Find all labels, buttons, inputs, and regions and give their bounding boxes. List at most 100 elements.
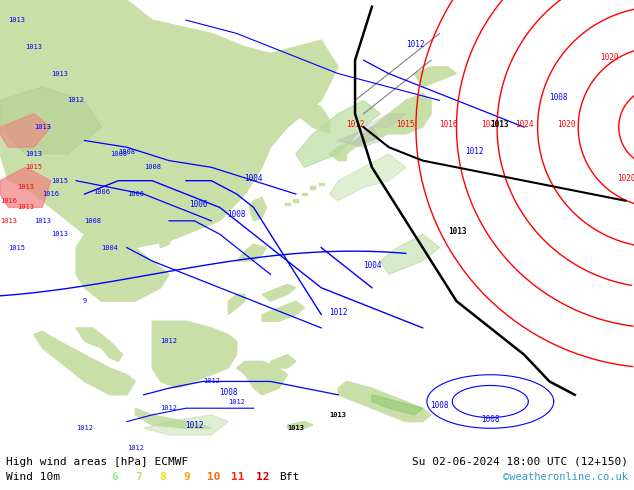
Text: 1020: 1020: [481, 120, 500, 129]
Text: 1013: 1013: [17, 184, 34, 191]
Text: 1008: 1008: [84, 218, 101, 224]
Text: 1016: 1016: [439, 120, 457, 129]
Text: Bft: Bft: [280, 472, 300, 482]
Text: 1012: 1012: [160, 338, 178, 344]
Polygon shape: [319, 183, 324, 185]
Text: 1004: 1004: [244, 173, 263, 183]
Polygon shape: [380, 234, 439, 274]
Text: 1012: 1012: [160, 405, 178, 411]
Text: 1012: 1012: [127, 445, 144, 451]
Text: 8: 8: [159, 472, 166, 482]
Text: 1013: 1013: [51, 71, 68, 76]
Polygon shape: [338, 127, 380, 147]
Text: 1013: 1013: [17, 204, 34, 210]
Text: 1008: 1008: [430, 401, 449, 410]
Polygon shape: [135, 408, 211, 428]
Text: 1008: 1008: [550, 94, 568, 102]
Polygon shape: [414, 67, 456, 87]
Text: 1013: 1013: [34, 218, 51, 224]
Text: 1012: 1012: [346, 120, 365, 129]
Text: 1004: 1004: [101, 245, 119, 250]
Text: 1012: 1012: [228, 398, 245, 405]
Polygon shape: [76, 328, 122, 361]
Text: 1013: 1013: [25, 151, 42, 157]
Polygon shape: [338, 381, 431, 421]
Text: 1008: 1008: [228, 211, 246, 220]
Text: 1013: 1013: [287, 425, 304, 431]
Text: 1013: 1013: [8, 17, 25, 23]
Text: 1008: 1008: [219, 388, 238, 397]
Text: ©weatheronline.co.uk: ©weatheronline.co.uk: [503, 472, 628, 482]
Text: 1020: 1020: [557, 120, 576, 129]
Text: 1013: 1013: [34, 124, 51, 130]
Text: 1006: 1006: [127, 191, 144, 197]
Text: 1008: 1008: [481, 415, 500, 423]
Text: 1012: 1012: [406, 40, 424, 49]
Polygon shape: [310, 186, 315, 189]
Polygon shape: [296, 100, 330, 134]
Polygon shape: [0, 167, 51, 207]
Polygon shape: [294, 199, 299, 202]
Text: 1006: 1006: [190, 200, 208, 209]
Text: 1012: 1012: [465, 147, 484, 156]
Text: Su 02-06-2024 18:00 UTC (12+150): Su 02-06-2024 18:00 UTC (12+150): [411, 457, 628, 466]
Polygon shape: [262, 284, 296, 301]
Polygon shape: [152, 321, 236, 388]
Text: High wind areas [hPa] ECMWF: High wind areas [hPa] ECMWF: [6, 457, 188, 466]
Polygon shape: [296, 100, 380, 167]
Text: 1016: 1016: [42, 191, 59, 197]
Polygon shape: [76, 234, 169, 301]
Text: 12: 12: [256, 472, 269, 482]
Text: 1024: 1024: [515, 120, 533, 129]
Polygon shape: [262, 301, 304, 321]
Text: 1013: 1013: [51, 231, 68, 237]
Text: 1012: 1012: [329, 308, 347, 317]
Polygon shape: [0, 87, 101, 154]
Text: 1013: 1013: [490, 120, 509, 129]
Polygon shape: [372, 395, 423, 415]
Text: 1008: 1008: [144, 164, 160, 171]
Text: 1016: 1016: [0, 198, 17, 204]
Text: 1013: 1013: [0, 218, 17, 224]
Polygon shape: [236, 361, 287, 395]
Polygon shape: [330, 147, 347, 161]
Polygon shape: [285, 203, 290, 205]
Text: 9: 9: [183, 472, 190, 482]
Text: 7: 7: [135, 472, 142, 482]
Polygon shape: [0, 114, 51, 147]
Text: 1004: 1004: [363, 261, 381, 270]
Text: 1008: 1008: [110, 151, 127, 157]
Text: Wind 10m: Wind 10m: [6, 472, 60, 482]
Text: 1015: 1015: [25, 164, 42, 171]
Polygon shape: [144, 415, 228, 435]
Text: 11: 11: [231, 472, 245, 482]
Text: 1012: 1012: [76, 425, 93, 431]
Text: 1006: 1006: [93, 189, 110, 195]
Text: 1012: 1012: [203, 378, 220, 385]
Polygon shape: [228, 294, 245, 315]
Text: 1012: 1012: [185, 421, 204, 430]
Polygon shape: [330, 154, 406, 201]
Text: 1008: 1008: [119, 149, 135, 155]
Text: 6: 6: [111, 472, 118, 482]
Polygon shape: [363, 114, 406, 127]
Polygon shape: [287, 421, 313, 428]
Polygon shape: [157, 231, 173, 247]
Text: 1013: 1013: [448, 227, 467, 236]
Polygon shape: [249, 197, 266, 221]
Text: 1015: 1015: [396, 120, 415, 129]
Polygon shape: [236, 244, 266, 261]
Text: 1020: 1020: [600, 53, 619, 62]
Text: 1013: 1013: [330, 412, 347, 418]
Text: 1015: 1015: [51, 178, 68, 184]
Polygon shape: [34, 331, 135, 395]
Text: 10: 10: [207, 472, 221, 482]
Text: 1020: 1020: [617, 173, 634, 183]
Polygon shape: [271, 355, 296, 368]
Polygon shape: [338, 94, 431, 161]
Text: 1015: 1015: [8, 245, 25, 250]
Text: 1012: 1012: [68, 98, 84, 103]
Polygon shape: [302, 193, 307, 196]
Polygon shape: [0, 0, 338, 247]
Text: 1013: 1013: [25, 44, 42, 50]
